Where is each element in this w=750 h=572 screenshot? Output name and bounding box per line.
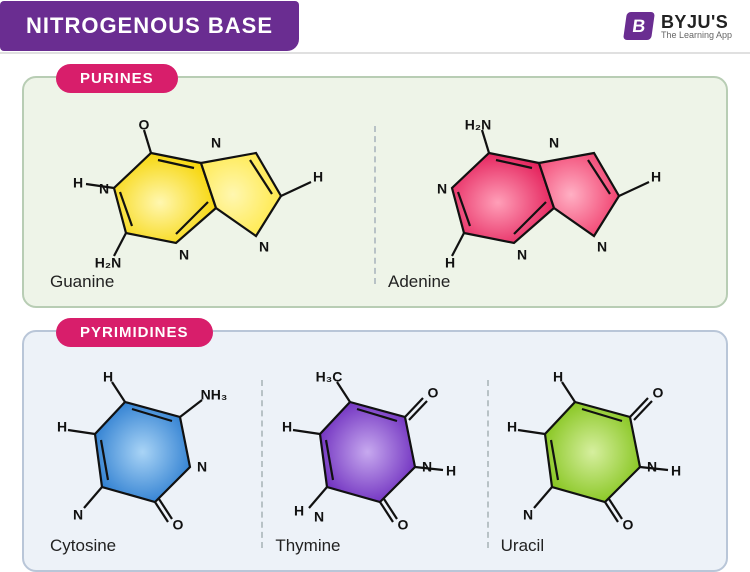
atom-label: N: [259, 239, 269, 255]
svg-text:H: H: [553, 372, 563, 385]
svg-text:H: H: [507, 419, 517, 435]
svg-text:H: H: [671, 463, 681, 479]
svg-text:N: N: [422, 459, 432, 475]
uracil-structure: H O H N H N O: [500, 372, 700, 532]
guanine-structure: O N H H N H₂N N N: [66, 118, 346, 268]
atom-label: N: [597, 239, 607, 255]
molecule-cytosine: H NH₃ H N N O Cytosine: [42, 372, 257, 556]
adenine-structure: H₂N N H N H N N: [404, 118, 684, 268]
svg-text:N: N: [73, 507, 83, 523]
atom-label: H: [445, 255, 455, 268]
atom-label: N: [517, 247, 527, 263]
purines-row: O N H H N H₂N N N Guanine: [42, 118, 708, 292]
molecule-name: Adenine: [388, 272, 450, 292]
svg-text:O: O: [172, 517, 183, 532]
molecule-adenine: H₂N N H N H N N Adenine: [380, 118, 708, 292]
svg-text:H: H: [57, 419, 67, 435]
svg-text:O: O: [398, 517, 409, 532]
atom-label: H: [651, 169, 661, 185]
molecule-name: Uracil: [501, 536, 544, 556]
divider: [374, 126, 376, 284]
atom-label: H: [313, 169, 323, 185]
atom-label: O: [139, 118, 150, 133]
svg-text:H: H: [282, 419, 292, 435]
svg-text:NH₃: NH₃: [200, 387, 227, 403]
molecule-thymine: H₃C O H N H N H O Thymine: [267, 372, 482, 556]
svg-text:H: H: [103, 372, 113, 385]
svg-text:N: N: [523, 507, 533, 523]
atom-label: H₂N: [95, 255, 121, 268]
purines-panel: PURINES: [22, 76, 728, 308]
cytosine-structure: H NH₃ H N N O: [50, 372, 250, 532]
svg-text:O: O: [653, 385, 664, 401]
page-title: NITROGENOUS BASE: [0, 1, 299, 51]
thymine-structure: H₃C O H N H N H O: [275, 372, 475, 532]
atom-label: N: [211, 135, 221, 151]
pyrimidines-label: PYRIMIDINES: [56, 318, 213, 347]
molecule-uracil: H O H N H N O Uracil: [493, 372, 708, 556]
svg-text:O: O: [428, 385, 439, 401]
header: NITROGENOUS BASE B BYJU'S The Learning A…: [0, 0, 750, 54]
divider: [261, 380, 263, 548]
purines-label: PURINES: [56, 64, 178, 93]
svg-text:N: N: [314, 509, 324, 525]
svg-text:H: H: [446, 463, 456, 479]
atom-label: H₂N: [465, 118, 491, 133]
brand-text: BYJU'S The Learning App: [661, 13, 732, 40]
molecule-name: Cytosine: [50, 536, 116, 556]
svg-text:H₃C: H₃C: [316, 372, 343, 385]
svg-text:H: H: [294, 503, 304, 519]
divider: [487, 380, 489, 548]
atom-label: N: [99, 181, 109, 197]
brand-name: BYJU'S: [661, 13, 732, 31]
svg-text:N: N: [647, 459, 657, 475]
pyrimidines-row: H NH₃ H N N O Cytosine: [42, 372, 708, 556]
molecule-name: Guanine: [50, 272, 114, 292]
svg-text:N: N: [197, 459, 207, 475]
pyrimidines-panel: PYRIMIDINES H NH₃ H: [22, 330, 728, 572]
brand-logo: B BYJU'S The Learning App: [625, 12, 732, 40]
atom-label: N: [179, 247, 189, 263]
svg-text:O: O: [623, 517, 634, 532]
atom-label: N: [437, 181, 447, 197]
atom-label: N: [549, 135, 559, 151]
molecule-name: Thymine: [275, 536, 340, 556]
atom-label: H: [73, 175, 83, 191]
brand-badge-icon: B: [623, 12, 655, 40]
brand-tagline: The Learning App: [661, 31, 732, 40]
molecule-guanine: O N H H N H₂N N N Guanine: [42, 118, 370, 292]
